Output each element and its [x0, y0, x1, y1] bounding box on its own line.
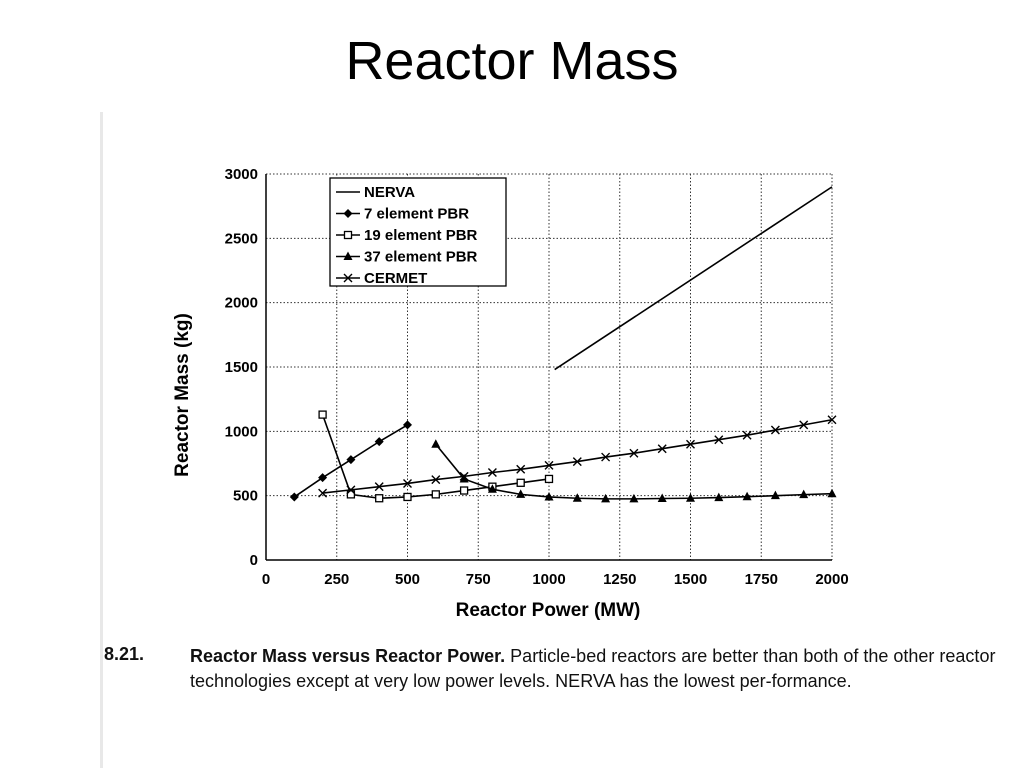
data-point-cermet — [686, 439, 695, 449]
y-tick-label: 2000 — [225, 295, 258, 312]
series-37-element-pbr — [431, 439, 837, 503]
legend-swatch-marker — [343, 209, 353, 218]
legend: NERVA 7 element PBR 19 element PBR 37 eleme… — [329, 177, 507, 287]
legend-label: NERVA — [364, 184, 415, 201]
caption-number: 8.21. — [104, 644, 145, 664]
data-point-37-element-pbr — [544, 491, 554, 501]
data-point-cermet — [572, 457, 582, 467]
data-point-cermet — [742, 430, 752, 440]
caption-text: Reactor Mass versus Reactor Power. Parti… — [190, 644, 1016, 694]
legend-label: 19 element PBR — [364, 227, 478, 244]
series-line-nerva — [554, 186, 833, 371]
data-point-7-element-pbr — [374, 437, 384, 447]
legend-label: 37 element PBR — [364, 249, 478, 266]
data-point-cermet — [657, 444, 667, 454]
data-point-19-element-pbr — [318, 410, 327, 419]
data-point-37-element-pbr — [601, 493, 611, 503]
data-point-7-element-pbr — [403, 420, 412, 430]
y-tick-label: 500 — [233, 488, 258, 505]
axes — [265, 174, 832, 561]
data-point-cermet — [346, 485, 356, 495]
data-point-cermet — [459, 471, 469, 481]
data-point-37-element-pbr — [686, 493, 695, 502]
x-tick-label: 750 — [466, 571, 491, 588]
data-point-37-element-pbr — [657, 493, 667, 502]
legend-label: CERMET — [364, 270, 427, 287]
data-point-7-element-pbr — [318, 473, 328, 483]
slide-title: Reactor Mass — [345, 31, 679, 91]
data-point-19-element-pbr — [375, 494, 384, 503]
legend-item-19-element-pbr: 19 element PBR — [336, 227, 478, 244]
x-tick-label: 1500 — [674, 571, 707, 588]
data-point-cermet — [629, 448, 639, 458]
y-tick-label: 2500 — [225, 230, 258, 247]
legend-label: 7 element PBR — [364, 206, 469, 223]
data-point-7-element-pbr — [289, 492, 299, 502]
data-point-37-element-pbr — [742, 491, 752, 501]
data-point-37-element-pbr — [714, 492, 724, 502]
legend-swatch-marker — [343, 251, 353, 260]
x-tick-label: 1000 — [532, 571, 565, 588]
data-point-37-element-pbr — [487, 484, 497, 493]
scanned-figure-area — [100, 112, 1024, 768]
x-axis-label: Reactor Power (MW) — [456, 600, 641, 621]
data-point-19-element-pbr — [431, 490, 440, 499]
data-point-37-element-pbr — [799, 489, 809, 499]
series-nerva — [554, 186, 833, 371]
series-7-element-pbr — [289, 420, 412, 502]
data-point-19-element-pbr — [346, 490, 356, 499]
legend-swatch-marker — [343, 273, 353, 283]
data-point-cermet — [318, 488, 328, 498]
data-point-19-element-pbr — [544, 474, 554, 484]
legend-item-7-element-pbr: 7 element PBR — [336, 206, 469, 223]
data-point-7-element-pbr — [346, 455, 356, 465]
data-point-cermet — [374, 482, 384, 492]
data-point-37-element-pbr — [629, 493, 639, 503]
data-point-cermet — [516, 464, 526, 474]
plot-area — [289, 186, 837, 503]
y-tick-label: 0 — [250, 552, 258, 569]
data-point-19-element-pbr — [459, 486, 469, 495]
series-19-element-pbr — [318, 410, 554, 503]
legend-item-37-element-pbr: 37 element PBR — [336, 249, 478, 266]
tick-labels: 0 500 1000 1500 2000 2500 3000 0 250 500 750 1000 12… — [225, 166, 849, 588]
data-point-cermet — [799, 420, 809, 430]
y-tick-label: 3000 — [225, 166, 258, 183]
data-point-cermet — [544, 460, 554, 470]
data-point-37-element-pbr — [770, 490, 780, 500]
data-point-37-element-pbr — [572, 493, 582, 502]
x-tick-label: 2000 — [815, 571, 848, 588]
data-point-cermet — [770, 425, 780, 435]
data-point-cermet — [714, 435, 724, 445]
scan-edge — [100, 112, 103, 768]
x-tick-label: 250 — [324, 571, 349, 588]
y-tick-label: 1000 — [225, 423, 258, 440]
reactor-mass-chart: 0 500 1000 1500 2000 2500 3000 0 250 500 750 1000 12… — [172, 166, 849, 621]
data-point-cermet — [431, 475, 441, 485]
data-point-19-element-pbr — [403, 492, 412, 502]
data-point-19-element-pbr — [516, 478, 525, 487]
y-tick-label: 1500 — [225, 359, 258, 376]
data-point-37-element-pbr — [459, 473, 469, 483]
data-point-cermet — [487, 468, 497, 478]
y-axis-label: Reactor Mass (kg) — [172, 313, 193, 477]
legend-item-nerva: NERVA — [336, 184, 415, 201]
data-point-37-element-pbr — [827, 488, 837, 498]
caption-body: Particle-bed reactors are better than bo… — [190, 646, 996, 691]
data-point-37-element-pbr — [516, 489, 526, 498]
series-cermet — [318, 415, 837, 498]
legend-swatch-marker — [343, 230, 353, 240]
x-tick-label: 500 — [395, 571, 420, 588]
x-tick-label: 1750 — [745, 571, 778, 588]
caption-bold-lead: Reactor Mass versus Reactor Power. — [190, 646, 506, 666]
data-point-cermet — [601, 452, 611, 462]
data-point-cermet — [827, 415, 837, 425]
legend-item-cermet: CERMET — [336, 270, 427, 287]
x-tick-label: 1250 — [603, 571, 636, 588]
x-tick-label: 0 — [262, 571, 270, 588]
data-point-37-element-pbr — [431, 439, 441, 448]
legend-box — [329, 177, 507, 287]
data-point-cermet — [403, 478, 412, 488]
